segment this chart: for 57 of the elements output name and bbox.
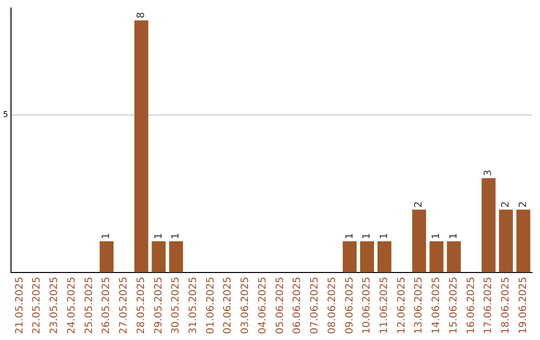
y-tick-label: 5 [2,110,8,120]
x-tick-label: 25.05.2025 [84,276,95,334]
data-label: 1 [431,232,442,240]
x-tick-label: 05.06.2025 [274,276,286,334]
x-tick-label: 19.06.2025 [518,276,529,334]
x-tick-label: 30.05.2025 [170,276,182,334]
x-tick-label: 13.06.2025 [414,276,425,334]
data-label: 1 [379,232,390,240]
bar [499,210,513,272]
bar [430,241,444,272]
x-tick-label: 17.06.2025 [483,276,494,334]
bar [377,241,392,272]
x-tick-label: 18.06.2025 [500,276,512,334]
bar [482,178,496,272]
data-label: 3 [483,170,494,176]
x-tick-label: 29.05.2025 [153,276,164,334]
x-tick-label: 24.05.2025 [66,276,78,334]
x-tick-label: 02.06.2025 [222,276,234,334]
x-tick-label: 03.06.2025 [240,276,252,334]
bar [100,241,114,272]
bar [134,20,148,272]
x-tick-label: 27.05.2025 [118,276,130,334]
x-tick-label: 15.06.2025 [448,276,460,334]
data-label: 8 [136,12,147,18]
x-tick-label: 04.06.2025 [257,276,268,334]
x-tick-label: 22.05.2025 [32,276,43,334]
bar [152,241,166,272]
data-label: 1 [170,232,182,240]
data-label: 1 [153,232,164,240]
x-tick-label: 16.06.2025 [466,276,477,334]
data-label: 2 [500,201,512,208]
x-tick-label: 28.05.2025 [136,276,147,334]
x-tick-label: 11.06.2025 [379,276,390,334]
x-tick-label: 23.05.2025 [49,276,60,334]
data-label: 1 [101,232,112,240]
x-tick-label: 10.06.2025 [362,276,373,334]
bar [169,241,183,272]
x-tick-label: 31.05.2025 [188,276,199,334]
data-label: 1 [362,232,373,240]
data-label: 1 [448,232,460,240]
x-tick-label: 01.06.2025 [205,276,216,334]
x-tick-label: 09.06.2025 [344,276,356,334]
bar [412,210,426,272]
data-label: 1 [344,232,356,240]
bar [446,241,461,272]
data-label: 2 [518,201,529,208]
x-tick-label: 07.06.2025 [310,276,321,334]
data-label: 2 [414,201,425,208]
x-tick-label: 08.06.2025 [326,276,338,334]
x-tick-label: 14.06.2025 [431,276,442,334]
bar [342,241,357,272]
bar [360,241,374,272]
x-tick-label: 12.06.2025 [396,276,408,334]
x-tick-label: 21.05.2025 [14,276,26,334]
x-tick-label: 06.06.2025 [292,276,304,334]
x-tick-label: 26.05.2025 [101,276,112,334]
bar [516,210,530,272]
